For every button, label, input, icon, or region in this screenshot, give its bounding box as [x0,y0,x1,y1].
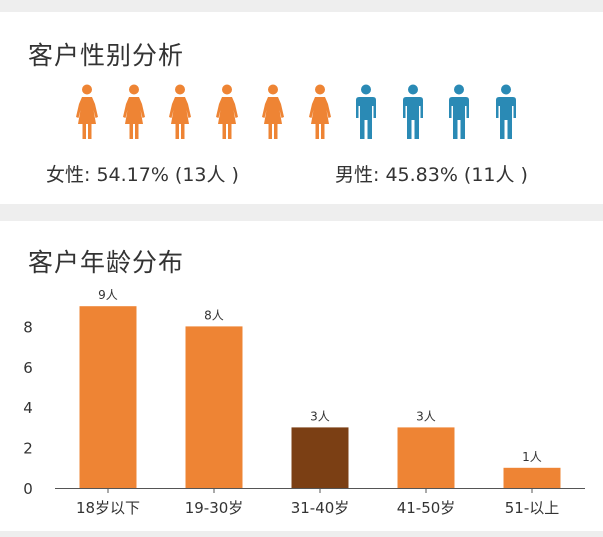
male-person-icon [356,84,376,139]
female-person-icon [215,84,238,139]
bar-data-label: 9人 [98,288,118,302]
y-tick-label: 0 [23,480,33,498]
bar-2 [291,427,349,488]
gender-section-title: 客户性别分析 [28,41,185,70]
x-category-label: 51-以上 [505,499,560,517]
x-category-label: 31-40岁 [291,499,350,517]
male-person-icon [495,84,516,139]
bar-3 [397,427,455,488]
female-person-icon [122,84,145,139]
gender-icons-row [72,84,532,142]
y-tick-label: 2 [23,440,33,458]
male-person-icon [402,84,423,139]
female-person-icon [76,84,98,139]
age-distribution-card: 客户年龄分布 0 2 4 6 8 9人 18岁以下 8人 19-30岁 3人 31-40岁 3人 41-… [0,221,603,531]
x-category-label: 18岁以下 [76,499,140,517]
bar-1 [185,326,243,488]
female-person-icon [262,84,284,139]
bar-data-label: 3人 [416,409,436,423]
y-tick-label: 8 [23,318,33,336]
bar-data-label: 8人 [204,308,224,322]
x-category-label: 41-50岁 [397,499,456,517]
y-tick-label: 6 [23,359,33,377]
bar-0 [79,306,137,488]
male-person-icon [449,84,469,139]
female-person-icon [308,84,331,139]
age-bar-chart: 0 2 4 6 8 9人 18岁以下 8人 19-30岁 3人 31-40岁 3人 41-50岁 1人 51… [23,288,585,517]
gender-analysis-card: 客户性别分析 女性: 54.17% (13人 ) 男性: 45.83% (11人… [0,12,603,204]
male-stat-label: 男性: 45.83% (11人 ) [335,164,528,186]
bar-data-label: 3人 [310,409,330,423]
female-stat-label: 女性: 54.17% (13人 ) [46,164,239,186]
x-category-label: 19-30岁 [185,499,244,517]
female-person-icon [169,84,191,139]
bar-4 [503,467,561,488]
age-section-title: 客户年龄分布 [28,248,185,277]
bar-data-label: 1人 [522,450,542,464]
y-tick-label: 4 [23,399,33,417]
